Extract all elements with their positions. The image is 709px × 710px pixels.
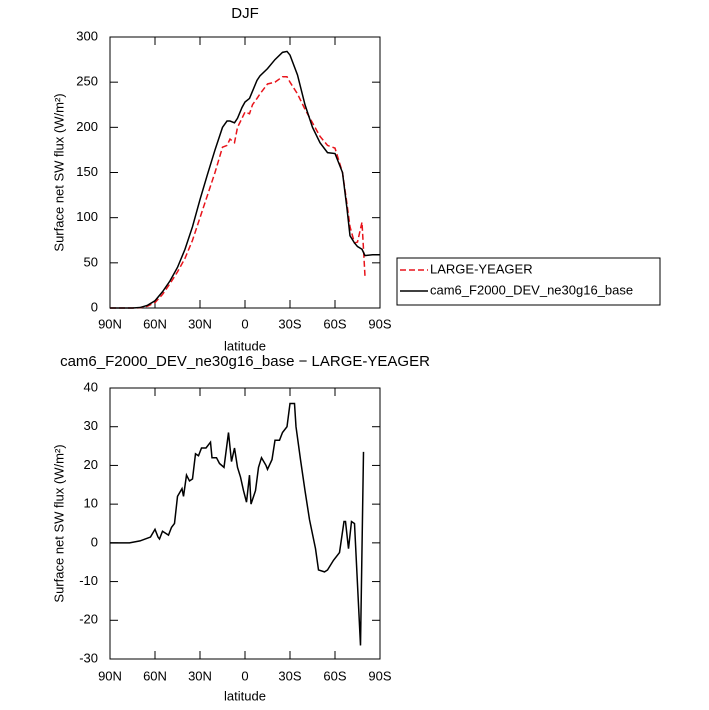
y-tick-label: -20 [79,612,98,627]
y-tick-label: 200 [76,119,98,134]
plot-frame [109,387,381,660]
x-tick-label: 90N [98,316,122,331]
y-tick-label: 30 [84,418,98,433]
x-tick-label: 30S [278,668,301,683]
y-tick-label: 0 [91,299,98,314]
y-tick-label: 100 [76,209,98,224]
x-tick-label: 90N [98,668,122,683]
x-tick-label: 90S [368,668,391,683]
chart-title: DJF [231,5,259,22]
series-line [110,50,380,309]
x-axis-label: latitude [224,338,266,353]
y-axis-label: Surface net SW flux (W/m²) [51,444,66,602]
y-tick-label: 0 [91,534,98,549]
x-tick-label: 0 [241,668,248,683]
x-axis-label: latitude [224,688,266,703]
series-line [110,76,366,309]
legend-label: cam6_F2000_DEV_ne30g16_base [430,282,633,297]
chart-title: cam6_F2000_DEV_ne30g16_base − LARGE-YEAG… [60,353,430,370]
series-line [110,402,365,646]
x-tick-label: 30S [278,316,301,331]
y-tick-label: 40 [84,379,98,394]
x-tick-label: 60N [143,668,167,683]
x-tick-label: 60S [323,316,346,331]
y-tick-label: 10 [84,496,98,511]
y-axis-label: Surface net SW flux (W/m²) [51,93,66,251]
y-tick-label: -10 [79,573,98,588]
y-tick-label: 50 [84,254,98,269]
plot-frame [109,36,381,309]
y-tick-label: 250 [76,74,98,89]
x-tick-label: 30N [188,316,212,331]
x-tick-label: 0 [241,316,248,331]
x-tick-label: 60S [323,668,346,683]
y-tick-label: 20 [84,457,98,472]
legend-box [396,257,661,306]
x-tick-label: 60N [143,316,167,331]
x-tick-label: 30N [188,668,212,683]
y-tick-label: 150 [76,164,98,179]
y-tick-label: -30 [79,650,98,665]
y-tick-label: 300 [76,28,98,43]
legend-label: LARGE-YEAGER [430,261,533,276]
x-tick-label: 90S [368,316,391,331]
